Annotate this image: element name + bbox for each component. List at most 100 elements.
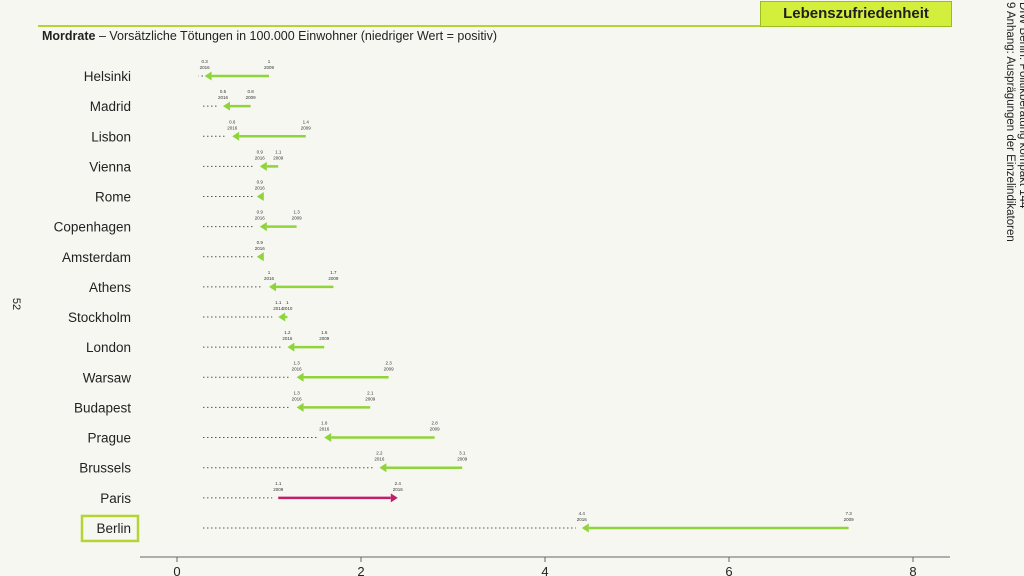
city-label-brussels: Brussels <box>79 461 131 476</box>
value-2016-athens: 1 <box>268 270 271 275</box>
value-2016-vienna: 0.9 <box>257 149 264 154</box>
year-2016-vienna: 2016 <box>255 155 266 160</box>
year-2009-stockholm: 2010 <box>282 306 293 311</box>
value-2009-vienna: 1.1 <box>275 149 282 154</box>
value-2009-athens: 1.7 <box>330 270 337 275</box>
year-2016-helsinki: 2016 <box>200 65 211 70</box>
arrow-head-copenhagen <box>259 222 267 232</box>
year-2016-budapest: 2016 <box>292 396 303 401</box>
city-label-warsaw: Warsaw <box>83 370 132 385</box>
value-2016-budapest: 1.3 <box>293 390 300 395</box>
value-2009-paris: 1.1 <box>275 481 282 486</box>
year-2016-brussels: 2016 <box>374 457 385 462</box>
value-2009-budapest: 2.1 <box>367 390 374 395</box>
year-2009-vienna: 2009 <box>273 155 284 160</box>
city-label-london: London <box>86 340 131 355</box>
year-2009-budapest: 2009 <box>365 396 376 401</box>
header-rule <box>38 25 948 27</box>
year-2016-copenhagen: 2016 <box>255 216 266 221</box>
value-2009-warsaw: 2.3 <box>385 360 392 365</box>
arrow-head-lisbon <box>232 131 240 141</box>
city-label-madrid: Madrid <box>90 99 131 114</box>
arrow-head-helsinki <box>204 71 212 81</box>
year-2009-madrid: 2009 <box>246 95 257 100</box>
arrow-head-brussels <box>379 463 387 473</box>
year-2016-rome: 2016 <box>255 186 266 191</box>
x-tick-label-6: 6 <box>725 564 732 576</box>
chart-title: Mordrate – Vorsätzliche Tötungen in 100.… <box>42 29 497 43</box>
value-2009-stockholm: 1 <box>286 300 289 305</box>
value-2009-london: 1.6 <box>321 330 328 335</box>
city-label-budapest: Budapest <box>74 400 131 415</box>
year-2009-warsaw: 2009 <box>384 366 395 371</box>
arrow-head-rome <box>256 192 264 202</box>
year-2016-london: 2016 <box>282 336 293 341</box>
x-tick-label-0: 0 <box>173 564 180 576</box>
value-2016-berlin: 4.4 <box>579 511 586 516</box>
arrow-head-madrid <box>223 101 230 111</box>
year-2009-athens: 2009 <box>328 276 339 281</box>
year-2016-athens: 2016 <box>264 276 275 281</box>
city-label-lisbon: Lisbon <box>91 129 131 144</box>
city-label-copenhagen: Copenhagen <box>54 220 131 235</box>
value-2009-brussels: 3.1 <box>459 451 466 456</box>
value-2009-lisbon: 1.4 <box>303 119 310 124</box>
arrow-head-athens <box>269 282 276 292</box>
value-2009-prague: 2.8 <box>431 421 438 426</box>
arrow-head-berlin <box>581 523 589 533</box>
value-2016-warsaw: 1.3 <box>293 360 300 365</box>
city-label-helsinki: Helsinki <box>84 69 131 84</box>
year-2016-madrid: 2016 <box>218 95 229 100</box>
year-2009-brussels: 2009 <box>457 457 468 462</box>
city-label-prague: Prague <box>87 431 131 446</box>
year-2016-warsaw: 2016 <box>292 366 303 371</box>
arrow-head-stockholm <box>278 312 286 322</box>
value-2009-berlin: 7.3 <box>845 511 852 516</box>
value-2016-brussels: 2.2 <box>376 451 383 456</box>
x-tick-label-2: 2 <box>357 564 364 576</box>
value-2009-copenhagen: 1.3 <box>293 210 300 215</box>
city-label-athens: Athens <box>89 280 131 295</box>
arrow-head-amsterdam <box>256 252 264 262</box>
city-label-stockholm: Stockholm <box>68 310 131 325</box>
arrow-head-prague <box>324 433 332 443</box>
value-2016-copenhagen: 0.9 <box>257 210 264 215</box>
city-label-vienna: Vienna <box>89 159 131 174</box>
value-2016-london: 1.2 <box>284 330 291 335</box>
year-2016-amsterdam: 2016 <box>255 246 266 251</box>
year-2016-prague: 2016 <box>319 427 330 432</box>
x-tick-label-4: 4 <box>541 564 548 576</box>
year-2016-stockholm: 2014 <box>273 306 284 311</box>
chart-title-rest: – Vorsätzliche Tötungen in 100.000 Einwo… <box>95 29 497 43</box>
city-label-amsterdam: Amsterdam <box>62 250 131 265</box>
value-2016-prague: 1.6 <box>321 421 328 426</box>
value-2016-amsterdam: 0.9 <box>257 240 264 245</box>
year-2016-berlin: 2016 <box>577 517 588 522</box>
section-badge: Lebenszufriedenheit <box>760 1 952 27</box>
highlight-box-berlin <box>80 514 140 543</box>
value-2009-helsinki: 1 <box>268 59 271 64</box>
value-2016-helsinki: 0.3 <box>201 59 208 64</box>
year-2016-lisbon: 2016 <box>227 125 238 130</box>
year-2016-paris: 2016 <box>393 487 404 492</box>
year-2009-copenhagen: 2009 <box>292 216 303 221</box>
value-2016-paris: 2.4 <box>395 481 402 486</box>
chart-title-bold: Mordrate <box>42 29 96 43</box>
value-2016-madrid: 0.5 <box>220 89 227 94</box>
year-2009-berlin: 2009 <box>844 517 855 522</box>
year-2009-london: 2009 <box>319 336 330 341</box>
year-2009-helsinki: 2009 <box>264 65 275 70</box>
arrow-head-warsaw <box>296 372 304 382</box>
value-2016-rome: 0.9 <box>257 180 264 185</box>
value-2009-madrid: 0.8 <box>247 89 254 94</box>
arrow-head-vienna <box>259 161 267 171</box>
arrow-head-budapest <box>296 402 304 412</box>
city-label-rome: Rome <box>95 190 131 205</box>
value-2016-lisbon: 0.6 <box>229 119 236 124</box>
year-2009-paris: 2009 <box>273 487 284 492</box>
value-2016-stockholm: 1.1 <box>275 300 282 305</box>
city-label-berlin: Berlin <box>96 521 131 536</box>
x-tick-label-8: 8 <box>909 564 916 576</box>
arrow-head-london <box>287 342 295 352</box>
